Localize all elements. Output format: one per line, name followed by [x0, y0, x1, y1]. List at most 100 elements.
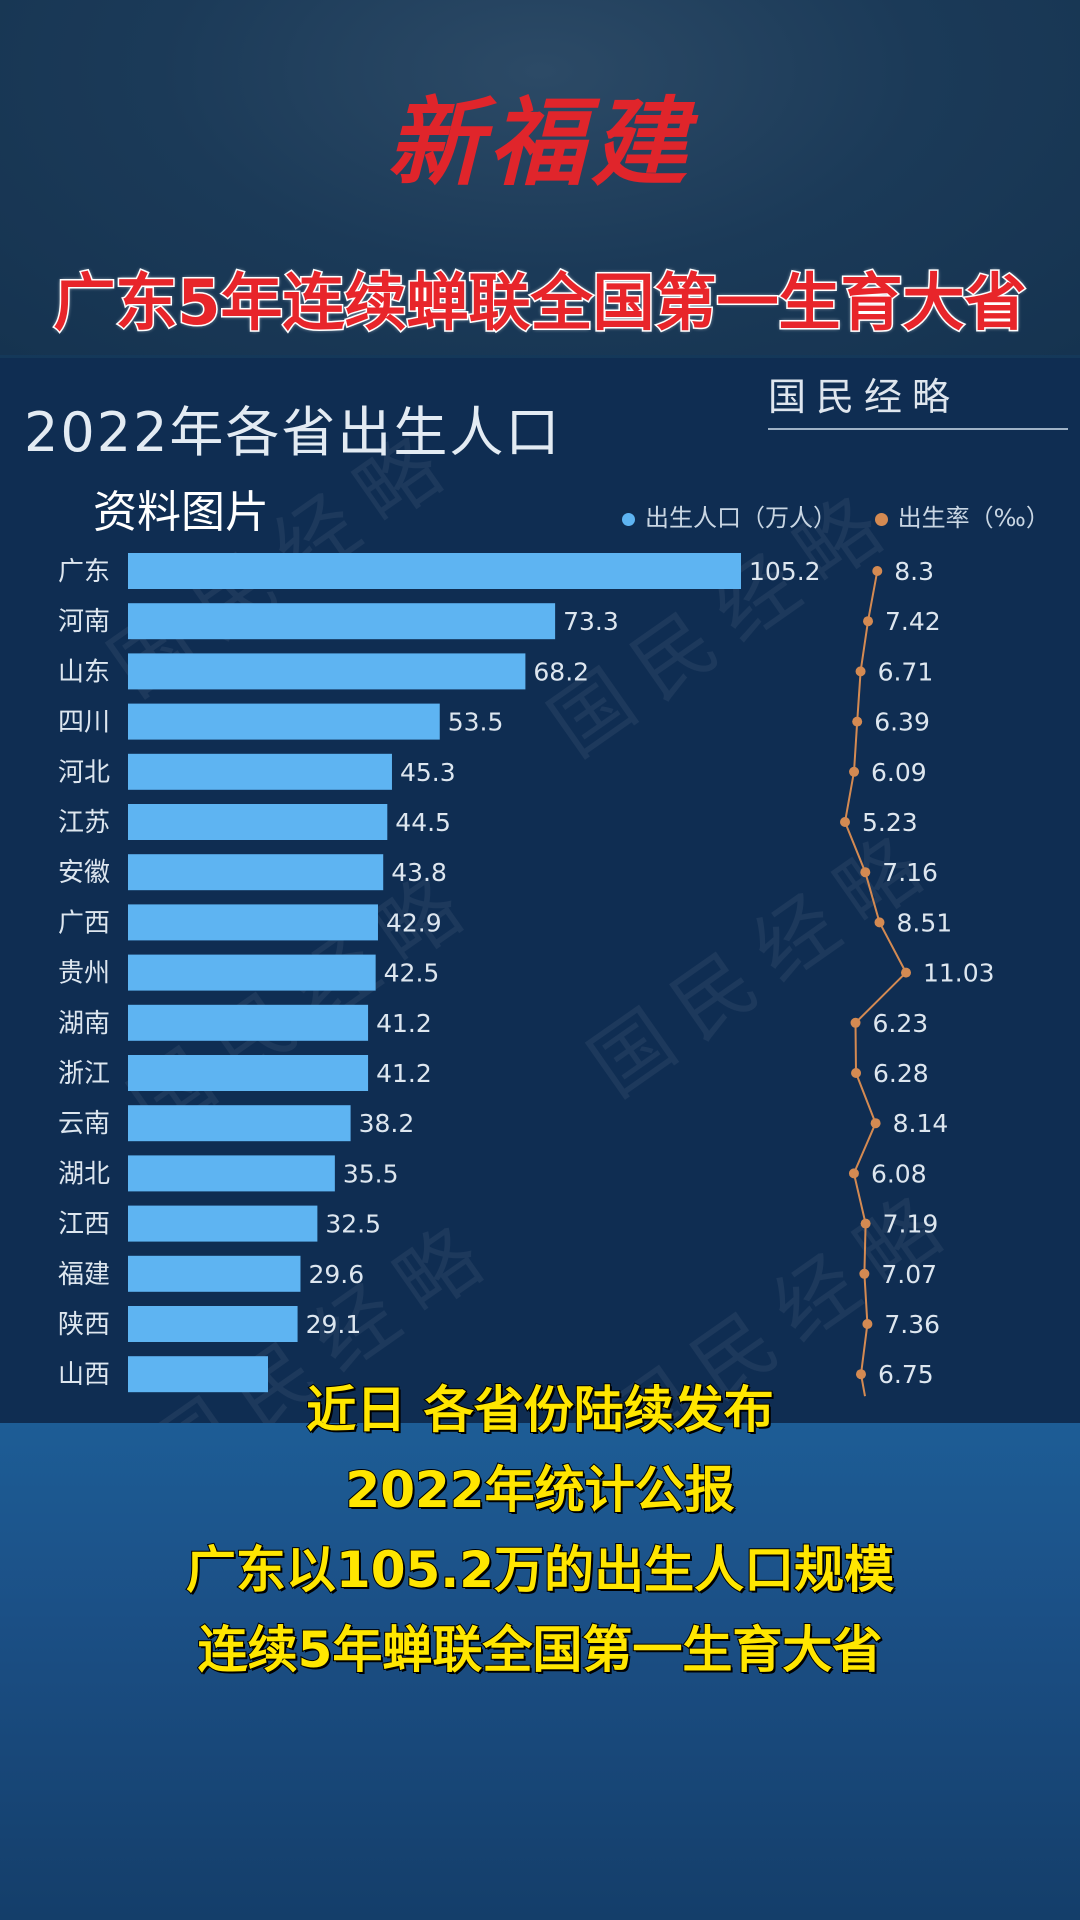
- bar: [128, 753, 392, 790]
- category-label: 云南: [58, 1109, 110, 1139]
- rate-point: [850, 1017, 861, 1028]
- caption-line-4: 连续5年蝉联全国第一生育大省: [197, 1620, 884, 1680]
- category-label: 安徽: [58, 858, 110, 888]
- video-headline: 广东5年连续蝉联全国第一生育大省: [52, 265, 1028, 341]
- category-label: 湖北: [58, 1159, 110, 1189]
- rate-point: [840, 817, 850, 827]
- rate-point: [860, 867, 871, 878]
- bar-value-label: 29.1: [306, 1310, 362, 1339]
- rate-value-label: 8.3: [894, 557, 934, 586]
- bar: [128, 804, 388, 840]
- rate-value-label: 7.19: [883, 1210, 939, 1239]
- caption-background: [0, 1423, 1080, 1920]
- bar: [128, 553, 741, 589]
- rate-value-label: 7.16: [882, 858, 938, 887]
- bar-value-label: 38.2: [359, 1109, 415, 1138]
- category-label: 山西: [58, 1360, 110, 1390]
- rate-point: [855, 666, 866, 677]
- rate-value-label: 11.03: [923, 959, 995, 988]
- legend-dot-rate: [874, 512, 888, 526]
- bar: [128, 1255, 301, 1292]
- category-label: 陕西: [58, 1310, 110, 1340]
- source-note: 资料图片: [93, 487, 269, 538]
- chart-panel: 国民经略 国民经略 国民经略 国民经略 国民经略 国民经略 2022年各省出生人…: [0, 358, 1080, 1504]
- rate-point: [860, 1218, 871, 1229]
- chart-legend: 出生人口（万人） 出生率（‰）: [622, 498, 1080, 533]
- top-background: [0, 0, 1080, 355]
- legend-label-births: 出生人口（万人）: [645, 504, 837, 532]
- bar: [128, 1055, 369, 1091]
- bar-line-chart: 广东 105.2 河南 73.3 山东 68.2 四川 53.5 河北 45.3 江苏 44.5 安徽 4…: [58, 553, 995, 1397]
- bar: [128, 1004, 369, 1041]
- category-label: 福建: [58, 1260, 110, 1290]
- bar: [128, 703, 440, 740]
- bar: [128, 904, 378, 941]
- rate-value-label: 6.23: [873, 1009, 929, 1038]
- bar-value-label: 73.3: [563, 607, 619, 636]
- bar: [128, 653, 526, 690]
- rate-value-label: 6.09: [871, 758, 927, 787]
- category-label: 浙江: [58, 1059, 110, 1089]
- rate-value-label: 6.71: [878, 657, 934, 686]
- bar: [128, 1105, 351, 1142]
- bar: [128, 1306, 298, 1342]
- rate-point: [874, 917, 885, 928]
- category-label: 广东: [58, 557, 110, 587]
- legend-label-rate: 出生率（‰）: [897, 504, 1050, 532]
- rate-point: [852, 716, 863, 727]
- brand-stamp: 国民经略: [768, 366, 1068, 430]
- bar-value-label: 32.5: [325, 1210, 381, 1239]
- stamp-text: 国民经略: [768, 375, 961, 419]
- category-label: 山东: [58, 657, 110, 687]
- rate-value-label: 7.42: [885, 607, 941, 636]
- rate-point: [859, 1268, 870, 1279]
- bar-value-label: 42.9: [386, 908, 442, 937]
- caption-line-2: 2022年统计公报: [344, 1460, 735, 1520]
- bar-value-label: 41.2: [376, 1009, 432, 1038]
- legend-dot-births: [622, 512, 635, 526]
- rate-point: [855, 1369, 866, 1380]
- category-label: 贵州: [58, 959, 110, 989]
- bar-value-label: 41.2: [376, 1059, 432, 1088]
- rate-value-label: 7.07: [881, 1260, 937, 1289]
- category-label: 河北: [58, 758, 110, 788]
- chart-title: 2022年各省出生人口: [24, 401, 562, 464]
- bar-value-label: 42.5: [384, 959, 440, 988]
- rate-value-label: 5.23: [862, 808, 918, 837]
- rate-point: [849, 766, 860, 777]
- category-label: 河南: [58, 607, 110, 637]
- bar-value-label: 45.3: [400, 758, 456, 787]
- rate-point: [851, 1068, 862, 1078]
- caption-block: 近日 各省份陆续发布 2022年统计公报 广东以105.2万的出生人口规模 连续…: [0, 1370, 1080, 1690]
- bar: [128, 1356, 268, 1393]
- rate-value-label: 7.36: [884, 1310, 940, 1339]
- bar-value-label: 68.2: [533, 657, 589, 686]
- legend-item-births: 出生人口（万人）: [622, 504, 837, 532]
- stamp-underline: [768, 428, 1068, 430]
- rate-point: [870, 1118, 881, 1129]
- category-label: 广西: [58, 908, 110, 938]
- rate-point: [848, 1168, 859, 1179]
- bar: [128, 1205, 318, 1242]
- category-label: 江苏: [58, 808, 110, 838]
- rate-point: [863, 616, 874, 627]
- rate-value-label: 6.08: [871, 1159, 927, 1188]
- rate-point: [901, 967, 911, 978]
- rate-value-label: 8.14: [893, 1109, 949, 1138]
- bar-value-label: 43.8: [391, 858, 447, 887]
- category-label: 江西: [58, 1210, 110, 1240]
- rate-point: [862, 1319, 873, 1329]
- bar: [128, 1155, 335, 1192]
- bar-value-label: 35.5: [343, 1159, 399, 1188]
- caption-line-3: 广东以105.2万的出生人口规模: [185, 1540, 895, 1600]
- bar-value-label: 53.5: [448, 708, 504, 737]
- bar: [128, 854, 384, 891]
- rate-value-label: 6.28: [873, 1059, 929, 1088]
- brand-logo: 新福建: [387, 86, 693, 199]
- rate-point: [872, 566, 883, 576]
- caption-line-1: 近日 各省份陆续发布: [305, 1380, 774, 1440]
- category-label: 湖南: [58, 1009, 110, 1039]
- legend-item-rate: 出生率（‰）: [874, 504, 1050, 532]
- bar-value-label: 105.2: [749, 557, 821, 586]
- bar: [128, 603, 556, 640]
